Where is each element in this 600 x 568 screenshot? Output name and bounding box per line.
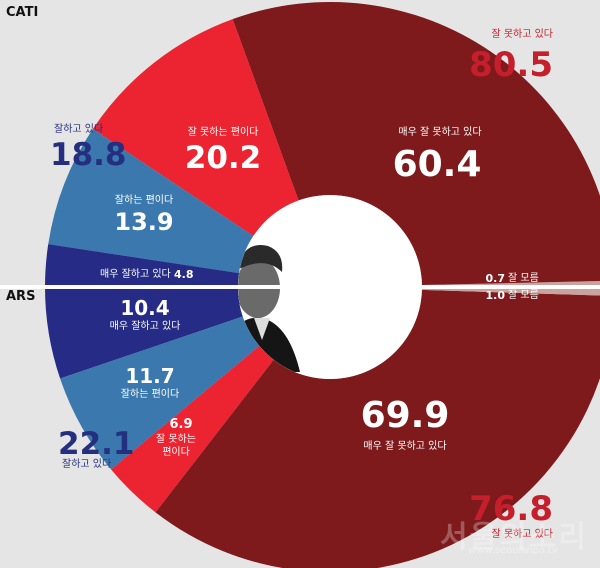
chart-slices — [45, 2, 600, 568]
ars-very-good-value: 10.4 — [120, 296, 170, 320]
cati-unknown-label: 잘 모름 — [508, 273, 539, 284]
cati-positive-total-value: 18.8 — [50, 137, 127, 173]
ars-good-label: 잘하는 편이다 — [120, 389, 180, 400]
cati-group-label: CATI — [6, 5, 39, 20]
ars-good-value: 11.7 — [125, 364, 175, 388]
ars-bad-label-line2: 편이다 — [162, 447, 190, 458]
ars-slice-0 — [45, 287, 243, 379]
cati-very-good-label: 매우 잘하고 있다 — [100, 269, 171, 280]
cati-slice-3 — [48, 129, 254, 274]
watermark-url: www.seoulwipo.tv — [468, 545, 558, 556]
cati-bad-value: 20.2 — [184, 140, 262, 176]
ars-slice-2 — [111, 345, 274, 513]
ars-slice-3 — [155, 289, 600, 568]
ars-group-label: ARS — [6, 289, 36, 304]
ars-very-good-label: 매우 잘하고 있다 — [109, 321, 181, 332]
ars-bad-value: 6.9 — [169, 417, 193, 432]
cati-good-value: 13.9 — [114, 208, 174, 236]
ars-slice-4 — [421, 287, 600, 296]
cati-positive-total-label: 잘하고 있다 — [54, 124, 104, 135]
cati-negative-total-label: 잘 못하고 있다 — [491, 29, 553, 40]
ars-very-bad-value: 69.9 — [360, 395, 450, 436]
watermark-logo: 서울의소리 — [440, 520, 588, 555]
ars-negative-total-value: 76.8 — [469, 489, 553, 529]
cati-bad-label: 잘 못하는 편이다 — [187, 127, 259, 138]
cati-good-label: 잘하는 편이다 — [114, 195, 174, 206]
ars-very-bad-label: 매우 잘 못하고 있다 — [363, 441, 447, 452]
ars-slice-1 — [60, 316, 260, 470]
cati-slice-1 — [232, 2, 600, 285]
cati-unknown-value: 0.7 — [485, 272, 506, 285]
ars-bad-label: 잘 못하는 — [156, 434, 196, 445]
ars-unknown-value: 1.0 — [485, 289, 506, 302]
ars-unknown-label: 잘 모름 — [508, 290, 539, 301]
ars-positive-total-value: 22.1 — [58, 426, 135, 462]
cati-very-good-value: 4.8 — [174, 268, 194, 281]
cati-very-bad-value: 60.4 — [392, 144, 482, 185]
ars-negative-total-label: 잘 못하고 있다 — [491, 529, 553, 540]
cati-negative-total-value: 80.5 — [469, 45, 553, 85]
cati-very-bad-label: 매우 잘 못하고 있다 — [398, 127, 482, 138]
cati-slice-4 — [45, 244, 240, 287]
cati-slice-2 — [92, 19, 299, 237]
ars-positive-total-label: 잘하고 있다 — [62, 459, 112, 470]
